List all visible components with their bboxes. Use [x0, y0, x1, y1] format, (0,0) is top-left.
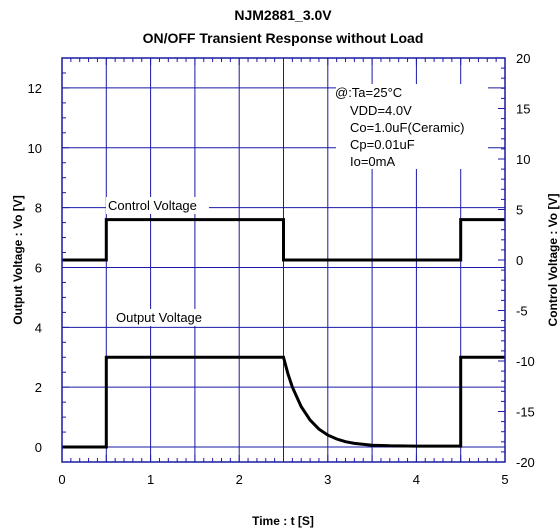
y-right-tick-label: -20 [516, 455, 535, 470]
y-right-tick-label: -10 [516, 354, 535, 369]
y-right-axis-label: Control Voltage : Vo [V] [546, 194, 560, 327]
y-right-tick-label: 15 [516, 102, 530, 117]
series-lines [62, 218, 505, 449]
y-left-tick-label: 12 [28, 81, 42, 96]
y-right-tick-label: 5 [516, 203, 523, 218]
y-left-tick-label: 0 [35, 440, 42, 455]
y-right-tick-label: -5 [516, 304, 528, 319]
y-right-tick-label: 0 [516, 253, 523, 268]
x-tick-label: 3 [324, 472, 331, 487]
annotation-line: VDD=4.0V [350, 103, 412, 118]
plot-frame [61, 57, 506, 463]
annotation-line: Io=0mA [350, 154, 395, 169]
x-tick-label: 4 [413, 472, 420, 487]
output-voltage-line [62, 355, 505, 449]
y-left-tick-label: 6 [35, 260, 42, 275]
x-tick-label: 1 [147, 472, 154, 487]
chart-subtitle: ON/OFF Transient Response without Load [143, 30, 424, 46]
x-tick-label: 0 [58, 472, 65, 487]
chart-title: NJM2881_3.0V [234, 7, 332, 23]
series-labels: Control Voltage Output Voltage [106, 197, 209, 326]
x-tick-label: 2 [236, 472, 243, 487]
output-voltage-label: Output Voltage [116, 310, 202, 325]
y-left-tick-label: 10 [28, 141, 42, 156]
x-axis-label: Time : t [S] [252, 514, 314, 528]
conditions-annotation: @:Ta=25°C VDD=4.0V Co=1.0uF(Ceramic) Cp=… [335, 84, 488, 169]
y-left-tick-labels: 0 2 4 6 8 10 12 [28, 81, 42, 455]
y-right-tick-label: -15 [516, 405, 535, 420]
annotation-line: @:Ta=25°C [335, 85, 402, 100]
x-tick-label: 5 [501, 472, 508, 487]
y-left-axis-label: Output Voltage : Vo [V] [11, 195, 25, 325]
annotation-line: Cp=0.01uF [350, 137, 415, 152]
control-voltage-label: Control Voltage [108, 198, 197, 213]
y-right-tick-label: 10 [516, 152, 530, 167]
y-left-tick-label: 8 [35, 201, 42, 216]
control-voltage-line [62, 218, 505, 262]
y-right-tick-labels: -20 -15 -10 -5 0 5 10 15 20 [516, 51, 535, 470]
x-tick-labels: 0 1 2 3 4 5 [58, 472, 508, 487]
y-right-tick-label: 20 [516, 51, 530, 66]
annotation-line: Co=1.0uF(Ceramic) [350, 120, 465, 135]
y-left-tick-label: 4 [35, 320, 42, 335]
y-left-tick-label: 2 [35, 380, 42, 395]
